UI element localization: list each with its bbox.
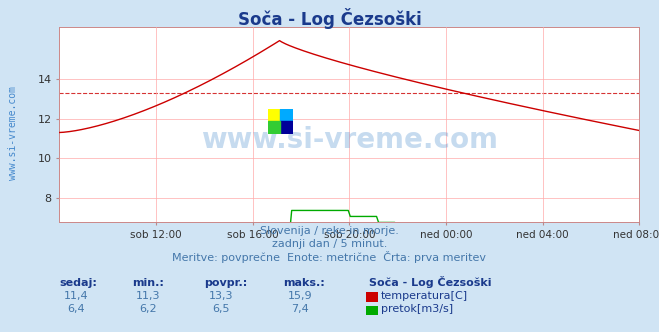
Text: 11,3: 11,3 — [136, 291, 161, 301]
Text: Meritve: povprečne  Enote: metrične  Črta: prva meritev: Meritve: povprečne Enote: metrične Črta:… — [173, 251, 486, 263]
Text: 15,9: 15,9 — [287, 291, 312, 301]
Text: zadnji dan / 5 minut.: zadnji dan / 5 minut. — [272, 239, 387, 249]
Text: Soča - Log Čezsoški: Soča - Log Čezsoški — [369, 276, 492, 288]
Text: www.si-vreme.com: www.si-vreme.com — [8, 86, 18, 180]
Text: maks.:: maks.: — [283, 278, 325, 288]
Text: pretok[m3/s]: pretok[m3/s] — [381, 304, 453, 314]
Text: 6,2: 6,2 — [140, 304, 157, 314]
Text: 7,4: 7,4 — [291, 304, 308, 314]
Text: Slovenija / reke in morje.: Slovenija / reke in morje. — [260, 226, 399, 236]
Text: www.si-vreme.com: www.si-vreme.com — [201, 126, 498, 154]
Text: 11,4: 11,4 — [63, 291, 88, 301]
Text: 6,4: 6,4 — [67, 304, 84, 314]
Text: 6,5: 6,5 — [212, 304, 229, 314]
Bar — [268, 109, 280, 122]
Text: min.:: min.: — [132, 278, 163, 288]
Bar — [280, 122, 293, 134]
Text: Soča - Log Čezsoški: Soča - Log Čezsoški — [238, 8, 421, 29]
Text: 13,3: 13,3 — [208, 291, 233, 301]
Text: sedaj:: sedaj: — [59, 278, 97, 288]
Bar — [268, 122, 280, 134]
Text: temperatura[C]: temperatura[C] — [381, 291, 468, 301]
Bar — [280, 109, 293, 122]
Text: povpr.:: povpr.: — [204, 278, 248, 288]
